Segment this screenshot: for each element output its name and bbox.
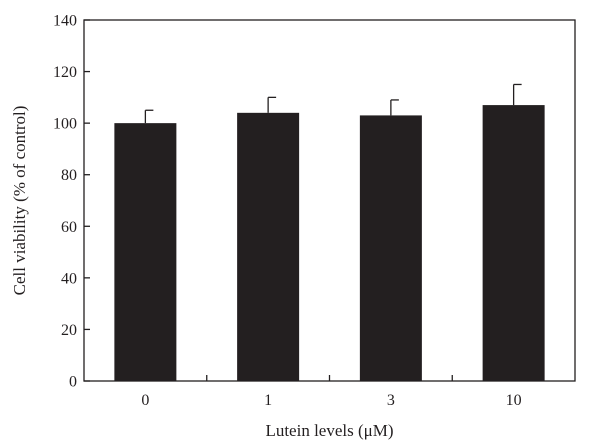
x-axis-title: Lutein levels (μM) bbox=[265, 421, 393, 440]
y-axis-title: Cell viability (% of control) bbox=[10, 106, 29, 296]
x-tick-label: 10 bbox=[506, 392, 522, 409]
x-tick-label: 1 bbox=[264, 392, 272, 409]
y-tick-label: 120 bbox=[53, 64, 77, 81]
y-tick-label: 60 bbox=[61, 219, 77, 236]
bar bbox=[482, 105, 545, 381]
bar bbox=[114, 123, 177, 382]
y-tick-label: 20 bbox=[61, 322, 77, 339]
y-tick-label: 0 bbox=[69, 374, 77, 391]
bars-group bbox=[114, 105, 545, 382]
x-axis-ticks: 0 1 3 10 bbox=[141, 375, 522, 409]
x-tick-label: 0 bbox=[141, 392, 149, 409]
error-bars-group bbox=[144, 83, 522, 124]
y-tick-label: 100 bbox=[53, 116, 77, 133]
bar bbox=[237, 112, 300, 381]
bar bbox=[359, 115, 422, 382]
y-tick-label: 140 bbox=[53, 13, 77, 30]
x-tick-label: 3 bbox=[387, 392, 395, 409]
y-tick-label: 40 bbox=[61, 270, 77, 287]
y-axis-ticks: 0 20 40 60 80 100 120 140 bbox=[53, 13, 90, 391]
plot-area: 0 20 40 60 80 100 120 140 0 1 3 10 bbox=[53, 13, 576, 409]
y-tick-label: 80 bbox=[61, 167, 77, 184]
